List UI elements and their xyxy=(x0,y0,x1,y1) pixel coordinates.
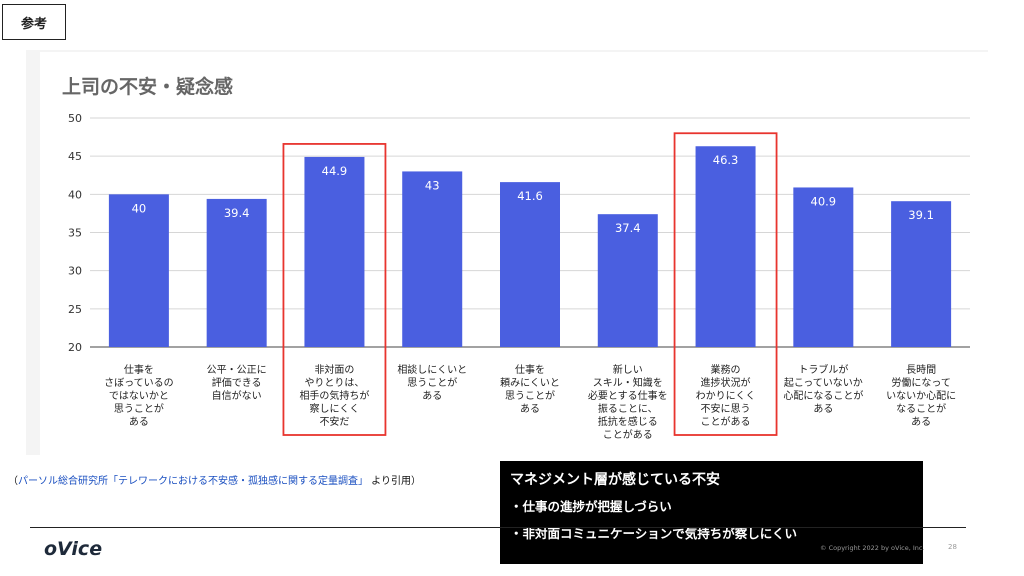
source-prefix: （ xyxy=(8,476,18,487)
y-tick-label: 25 xyxy=(68,303,82,316)
data-label: 40 xyxy=(132,201,147,215)
x-tick-label: ある xyxy=(520,403,540,415)
callout-box: マネジメント層が感じている不安 ・仕事の進捗が把握しづらい ・非対面コミュニケー… xyxy=(500,461,923,564)
x-tick-label: やりとりは、 xyxy=(304,377,364,389)
x-tick-label: ことがある xyxy=(603,428,653,441)
x-tick-label: 起こっていないか xyxy=(784,377,863,389)
copyright-text: © Copyright 2022 by oVice, Inc. xyxy=(820,544,925,552)
highlight-box xyxy=(673,132,778,436)
bar xyxy=(891,201,952,347)
x-tick-label: さぼっているの xyxy=(104,377,174,389)
callout-item: ・仕事の進捗が把握しづらい xyxy=(510,499,672,514)
y-tick-label: 45 xyxy=(68,150,82,163)
y-tick-label: 35 xyxy=(68,227,82,240)
x-tick-label: わかりにくく xyxy=(696,390,756,402)
data-label: 40.9 xyxy=(811,194,837,208)
footer-divider xyxy=(30,527,966,528)
x-tick-label: 進捗状況が xyxy=(701,376,751,389)
bar xyxy=(793,187,854,347)
bar xyxy=(304,156,365,347)
reference-tag: 参考 xyxy=(2,4,66,40)
y-tick-label: 40 xyxy=(68,188,82,201)
x-tick-label: 思うことが xyxy=(505,389,555,402)
x-tick-label: 察しにくく xyxy=(310,402,360,415)
x-tick-label: ではないかと xyxy=(109,390,169,402)
data-label: 37.4 xyxy=(615,221,641,235)
bar xyxy=(597,214,658,347)
y-tick-label: 30 xyxy=(68,265,82,278)
page-number: 28 xyxy=(948,543,957,551)
x-tick-label: 非対面の xyxy=(314,363,354,376)
x-tick-label: 必要とする仕事を xyxy=(588,389,668,402)
x-tick-label: 思うことが xyxy=(407,376,457,389)
source-suffix: より引用） xyxy=(368,476,421,487)
x-tick-label: 業務の xyxy=(711,363,741,376)
data-label: 39.1 xyxy=(908,208,934,222)
x-tick-label: 公平・公正に xyxy=(207,364,267,376)
x-tick-label: なることが xyxy=(896,402,946,415)
data-label: 44.9 xyxy=(322,164,348,178)
source-link[interactable]: パーソル総合研究所「テレワークにおける不安感・孤独感に関する定量調査」 xyxy=(18,476,368,487)
x-tick-label: ある xyxy=(813,403,833,415)
bar xyxy=(695,146,756,347)
bar-chart: 上司の不安・疑念感2025303540455040仕事をさぼっているのではないか… xyxy=(62,75,970,441)
x-tick-label: 不安だ xyxy=(319,415,349,428)
x-tick-label: トラブルが xyxy=(798,363,848,376)
data-label: 46.3 xyxy=(713,153,739,167)
highlight-box xyxy=(282,143,387,436)
x-tick-label: スキル・知識を xyxy=(593,376,663,389)
x-tick-label: 相談しにくいと xyxy=(397,363,467,376)
y-tick-label: 20 xyxy=(68,341,82,354)
ovice-logo: oVice xyxy=(44,538,103,560)
x-tick-label: 抵抗を感じる xyxy=(598,415,658,428)
callout-title: マネジメント層が感じている不安 xyxy=(510,472,720,488)
x-tick-label: ある xyxy=(422,390,442,402)
x-tick-label: 振ることに、 xyxy=(598,402,658,415)
x-tick-label: 仕事を xyxy=(515,363,545,376)
x-tick-label: 評価できる xyxy=(212,376,262,389)
data-label: 41.6 xyxy=(517,189,543,203)
bar xyxy=(402,171,463,347)
data-label: 39.4 xyxy=(224,206,250,220)
chart-card: 上司の不安・疑念感 20 25 30 35 40 45 50 40 仕事を さぼっているの ではないか… xyxy=(40,52,988,455)
bar xyxy=(108,194,169,347)
x-tick-label: 長時間 xyxy=(906,364,936,376)
bar xyxy=(500,182,560,347)
y-tick-label: 50 xyxy=(68,112,82,125)
x-tick-label: 新しい xyxy=(613,363,643,376)
x-tick-label: 労働になって xyxy=(891,376,951,389)
x-tick-label: 思うことが xyxy=(114,402,164,415)
x-tick-label: 頼みにくいと xyxy=(500,377,560,389)
x-tick-label: ある xyxy=(911,416,931,428)
x-tick-label: 相手の気持ちが xyxy=(299,389,369,402)
x-tick-label: 自信がない xyxy=(212,389,262,402)
x-tick-label: ある xyxy=(129,416,149,428)
chart-title: 上司の不安・疑念感 xyxy=(62,75,233,98)
x-tick-label: 仕事を xyxy=(124,363,154,376)
x-tick-label: いないか心配に xyxy=(886,390,956,402)
source-citation: （パーソル総合研究所「テレワークにおける不安感・孤独感に関する定量調査」 より引… xyxy=(8,472,421,487)
x-tick-label: 不安に思う xyxy=(701,402,751,415)
callout-item: ・非対面コミュニケーションで気持ちが察しにくい xyxy=(510,526,798,541)
data-label: 43 xyxy=(425,178,440,192)
x-tick-label: ことがある xyxy=(701,415,751,428)
x-tick-label: 心配になることが xyxy=(783,389,863,402)
bar xyxy=(206,198,267,347)
